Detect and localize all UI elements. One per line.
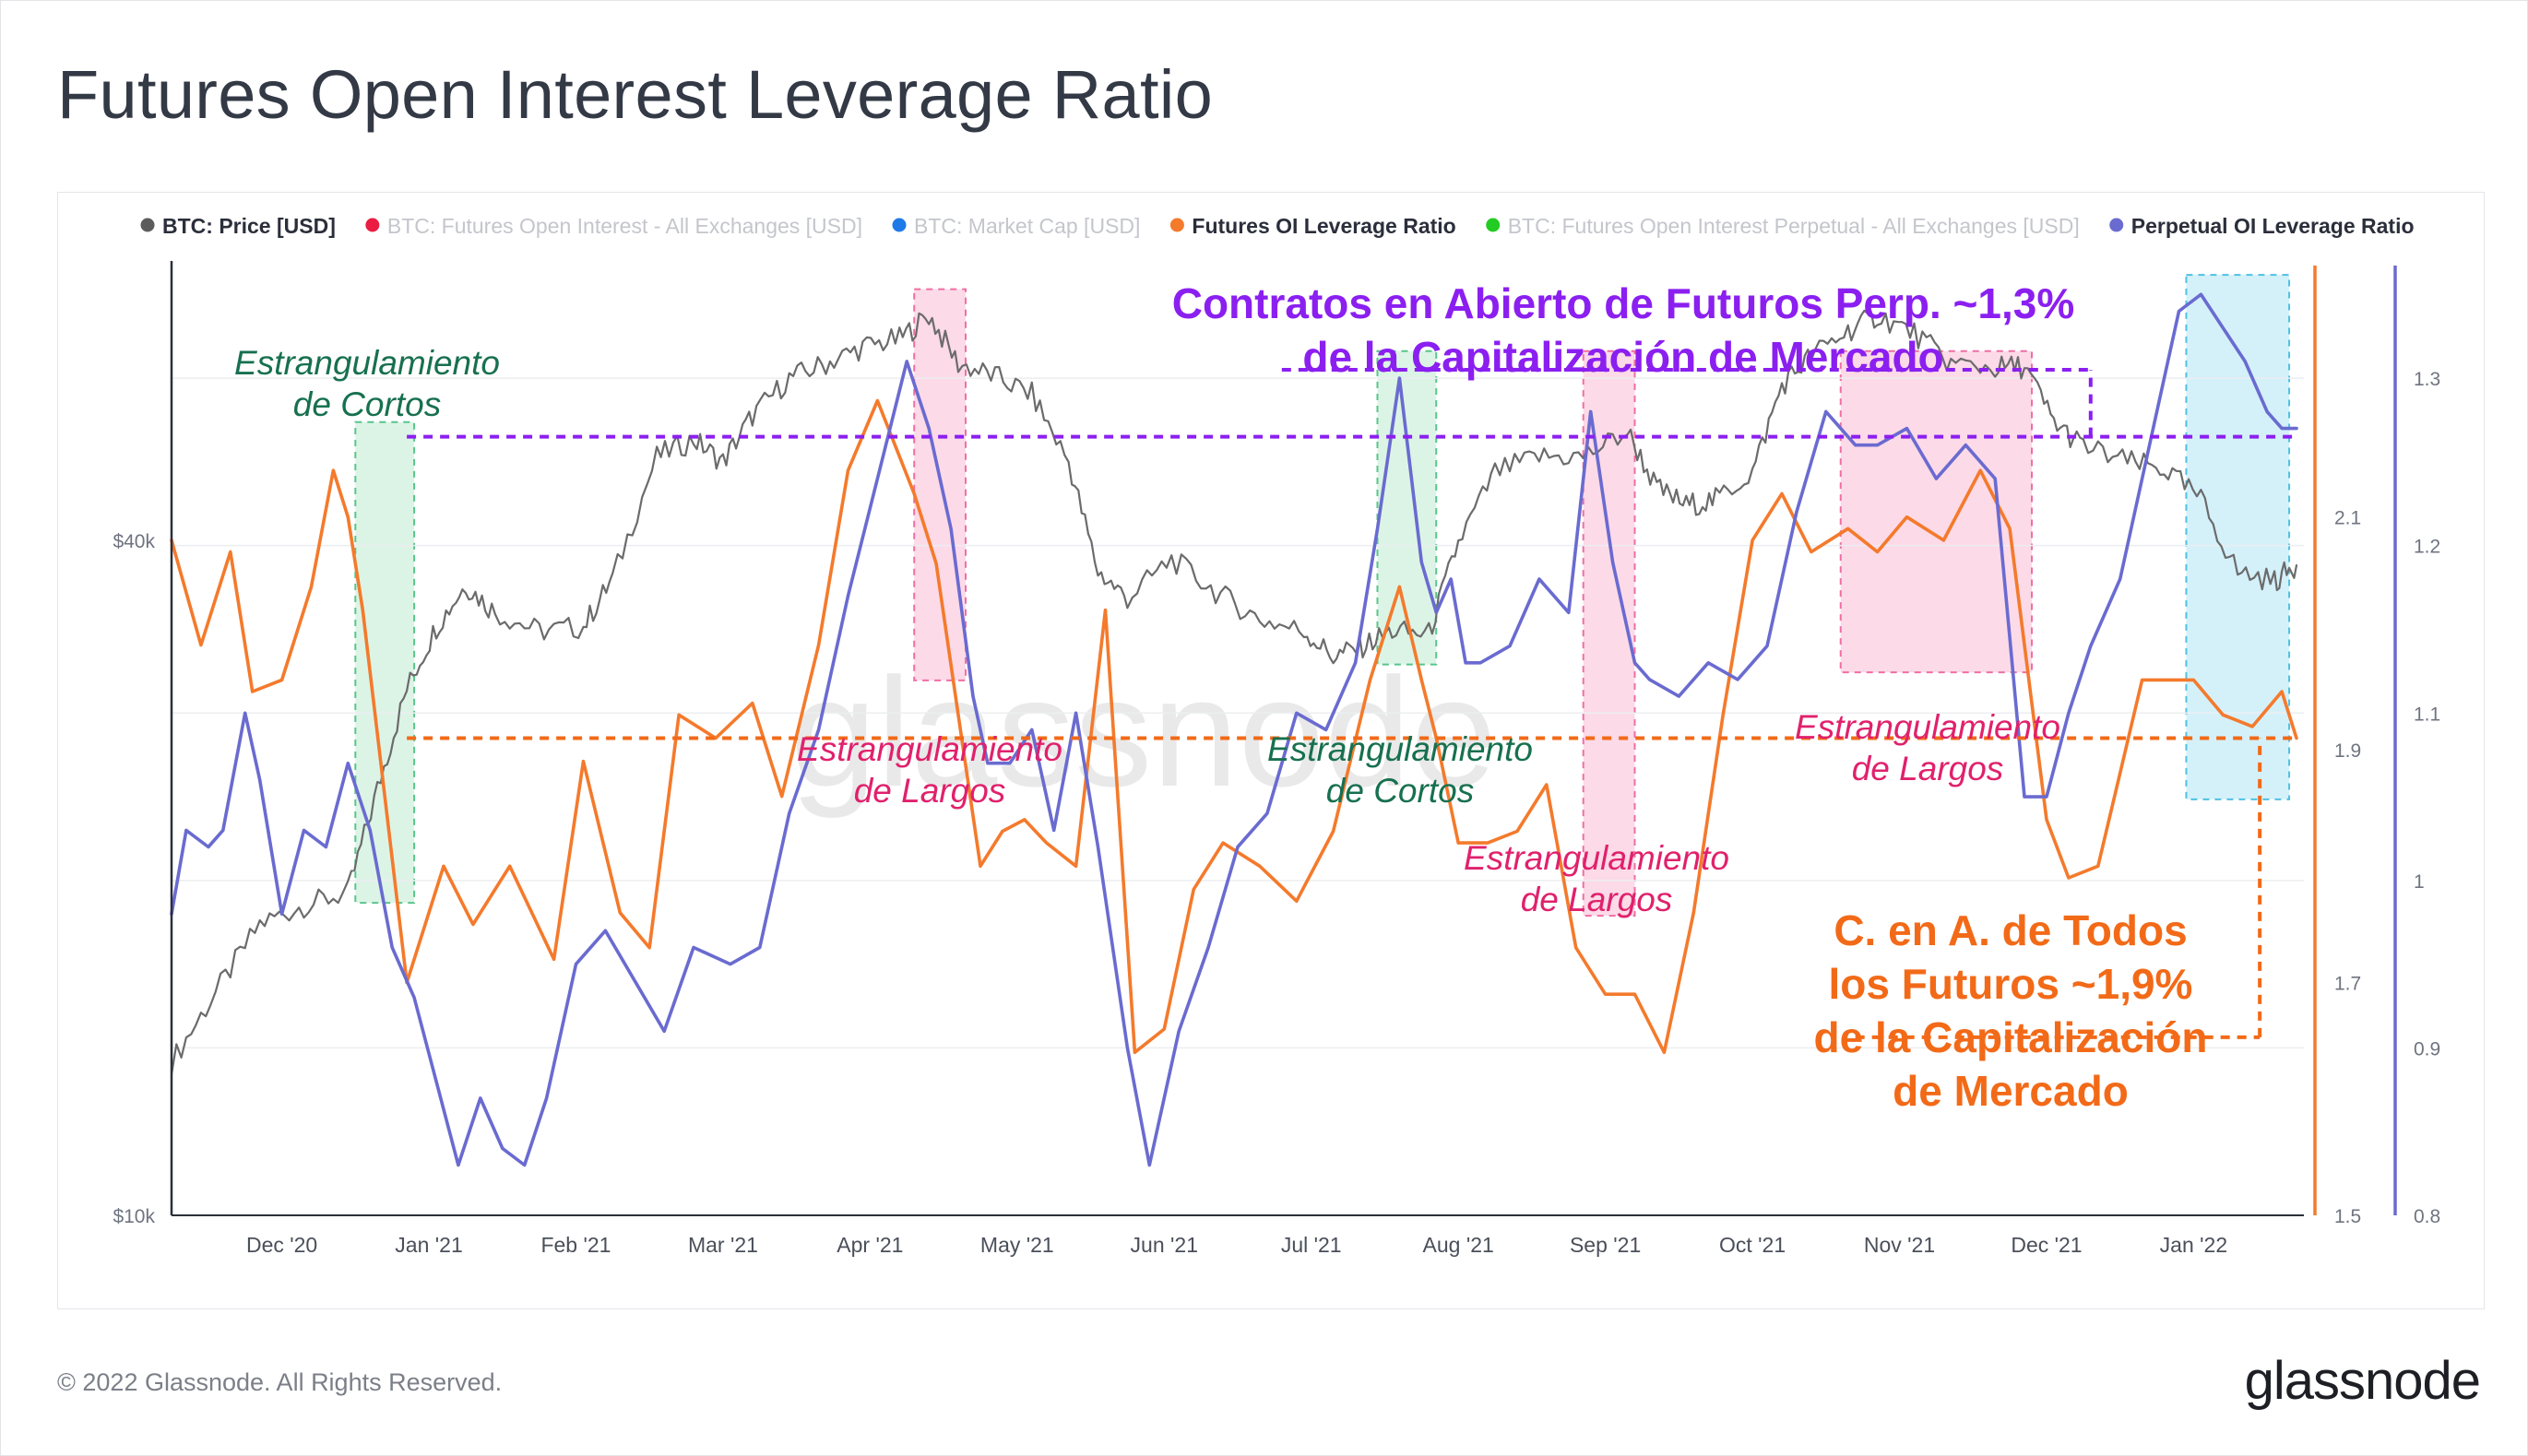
x-tick-label: Nov '21 — [1864, 1233, 1935, 1257]
legend-label: BTC: Market Cap [USD] — [914, 214, 1140, 238]
series-line-perp_ratio — [170, 292, 2298, 1167]
annotation-line: Estrangulamiento — [1795, 708, 2060, 746]
x-tick-label: Oct '21 — [1719, 1233, 1786, 1257]
legend-dot-icon — [892, 218, 907, 232]
y-tick-label-perp: 1.1 — [2414, 704, 2440, 725]
x-tick-label: Dec '20 — [246, 1233, 317, 1257]
annotation-line: de Mercado — [1893, 1067, 2129, 1115]
annotation-long-squeeze-3: Estrangulamiento de Largos — [1780, 706, 2075, 789]
axes: $10k $40k 1.5 1.7 1.9 2.1 0.8 0.9 1 1.1 1.2 1.3 Dec … — [113, 261, 2440, 1257]
x-tick-label: Mar '21 — [688, 1233, 758, 1257]
annotation-line: Contratos en Abierto de Futuros Perp. ~1… — [1171, 279, 2075, 327]
y-tick-label-perp: 0.9 — [2414, 1038, 2440, 1059]
y-tick-label-futures: 1.5 — [2334, 1206, 2361, 1227]
legend-label: BTC: Price [USD] — [162, 214, 336, 238]
annotation-line: de la Capitalización de Mercado — [1302, 333, 1944, 381]
pink-band — [1582, 349, 1636, 917]
series-line-futures_ratio — [170, 398, 2298, 1055]
series-line-price — [170, 309, 2298, 1076]
annotation-line: de Largos — [1851, 750, 2004, 787]
green-band — [354, 420, 416, 905]
watermark: glassnode — [790, 645, 1497, 819]
annotation-line: Estrangulamiento — [797, 730, 1062, 768]
y-tick-label-futures: 1.7 — [2334, 974, 2361, 995]
x-tick-label: Jun '21 — [1131, 1233, 1198, 1257]
legend-label: BTC: Futures Open Interest - All Exchang… — [387, 214, 862, 238]
legend[interactable]: BTC: Price [USD] BTC: Futures Open Intere… — [140, 214, 2415, 238]
x-tick-label: Apr '21 — [837, 1233, 903, 1257]
y-tick-label-futures: 1.9 — [2334, 740, 2361, 762]
x-tick-label: May '21 — [980, 1233, 1054, 1257]
annotation-line: de Largos — [1520, 881, 1673, 918]
y-tick-label-perp: 0.8 — [2414, 1206, 2440, 1227]
page-title: Futures Open Interest Leverage Ratio — [57, 56, 1214, 133]
y-tick-label-price: $40k — [113, 531, 155, 552]
legend-item[interactable]: BTC: Futures Open Interest - All Exchang… — [365, 214, 862, 238]
annotation-line: Estrangulamiento — [1464, 839, 1729, 877]
legend-dot-icon — [1486, 218, 1501, 232]
cyan-band — [2185, 274, 2291, 800]
x-tick-label: Dec '21 — [2011, 1233, 2082, 1257]
grid — [172, 377, 2304, 1049]
annotation-all-futures-oi-ratio: C. en A. de Todos los Futuros ~1,9% de l… — [1771, 904, 2250, 1118]
x-tick-label: Aug '21 — [1423, 1233, 1494, 1257]
legend-item[interactable]: BTC: Market Cap [USD] — [892, 214, 1141, 238]
x-tick-label: Jul '21 — [1281, 1233, 1342, 1257]
annotation-short-squeeze-1: Estrangulamiento de Cortos — [220, 342, 515, 425]
annotation-line: C. en A. de Todos — [1834, 906, 2188, 954]
legend-label: Perpetual OI Leverage Ratio — [2131, 214, 2415, 238]
annotation-line: de Largos — [853, 772, 1006, 810]
legend-label: BTC: Futures Open Interest Perpetual - A… — [1508, 214, 2080, 238]
annotation-line: de Cortos — [292, 385, 442, 423]
annotation-line: de la Capitalización — [1813, 1013, 2208, 1061]
x-tick-label: Jan '22 — [2160, 1233, 2227, 1257]
x-tick-label: Sep '21 — [1570, 1233, 1641, 1257]
annotation-long-squeeze-1: Estrangulamiento de Largos — [782, 728, 1077, 811]
legend-item[interactable]: Futures OI Leverage Ratio — [1169, 214, 1456, 238]
annotation-line: Estrangulamiento — [1267, 730, 1533, 768]
annotation-long-squeeze-2: Estrangulamiento de Largos — [1449, 837, 1744, 920]
pink-band — [1839, 349, 2034, 674]
legend-item[interactable]: Perpetual OI Leverage Ratio — [2109, 214, 2415, 238]
chart-panel — [57, 192, 2485, 1309]
copyright: © 2022 Glassnode. All Rights Reserved. — [57, 1368, 503, 1396]
legend-dot-icon — [2109, 218, 2124, 232]
legend-dot-icon — [140, 218, 155, 232]
legend-item[interactable]: BTC: Price [USD] — [140, 214, 336, 238]
glassnode-logo[interactable]: glassnode — [2244, 1351, 2481, 1411]
annotation-line: Estrangulamiento — [234, 344, 500, 382]
annotation-short-squeeze-2: Estrangulamiento de Cortos — [1252, 728, 1548, 811]
legend-dot-icon — [1169, 218, 1184, 232]
legend-label: Futures OI Leverage Ratio — [1192, 214, 1455, 238]
legend-item[interactable]: BTC: Futures Open Interest Perpetual - A… — [1486, 214, 2080, 238]
y-tick-label-perp: 1 — [2414, 871, 2425, 893]
series-lines — [170, 292, 2298, 1167]
y-tick-label-perp: 1.2 — [2414, 537, 2440, 558]
x-tick-label: Jan '21 — [395, 1233, 462, 1257]
y-tick-label-price: $10k — [113, 1206, 155, 1227]
reference-lines — [407, 368, 2297, 1039]
annotation-line: de Cortos — [1325, 772, 1475, 810]
x-tick-label: Feb '21 — [540, 1233, 611, 1257]
y-tick-label-futures: 2.1 — [2334, 508, 2361, 529]
y-tick-label-perp: 1.3 — [2414, 369, 2440, 390]
highlight-bands — [354, 274, 2291, 917]
annotation-line: los Futuros ~1,9% — [1828, 960, 2193, 1008]
legend-dot-icon — [365, 218, 380, 232]
annotation-perp-oi-ratio: Contratos en Abierto de Futuros Perp. ~1… — [1098, 277, 2149, 384]
